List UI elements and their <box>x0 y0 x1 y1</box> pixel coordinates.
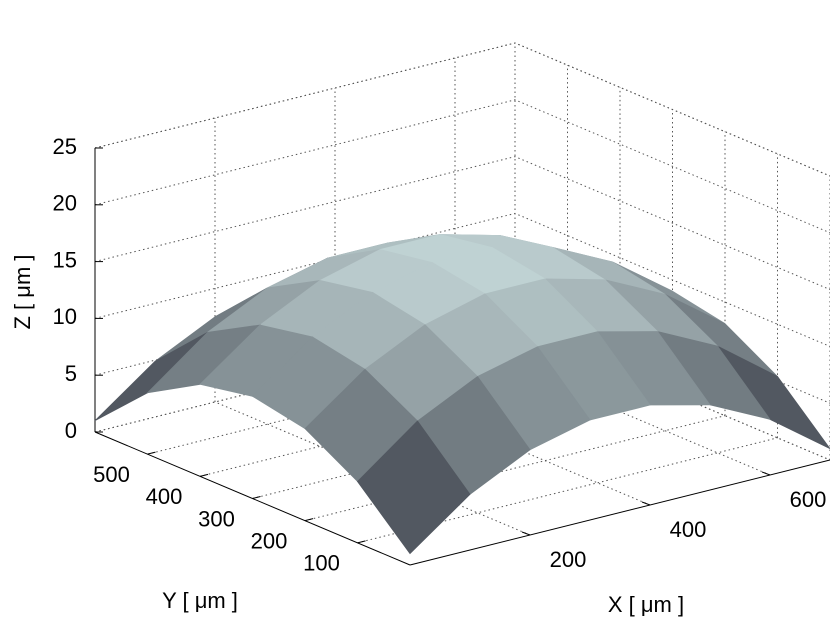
z-axis-label: Z [ μm ] <box>10 254 35 329</box>
z-tick-label: 25 <box>53 134 77 159</box>
grid-line <box>94 99 830 234</box>
x-tick <box>761 471 771 476</box>
y-tick <box>357 540 366 544</box>
z-tick-label: 5 <box>65 361 77 386</box>
x-tick <box>521 531 531 536</box>
grid-line <box>94 156 830 291</box>
y-tick <box>199 473 209 477</box>
x-tick-label: 600 <box>790 487 827 512</box>
z-tick-label: 15 <box>53 247 77 272</box>
y-tick <box>304 518 314 522</box>
x-tick <box>641 501 651 506</box>
y-tick-label: 500 <box>93 462 130 487</box>
x-tick-label: 200 <box>550 547 587 572</box>
surface-patch <box>356 420 471 555</box>
z-tick-label: 20 <box>53 191 77 216</box>
x-tick-label: 400 <box>670 517 707 542</box>
y-tick-label: 200 <box>251 528 288 553</box>
y-axis-label: Y [ μm ] <box>162 588 238 613</box>
x-axis <box>409 459 830 566</box>
y-tick-label: 400 <box>146 484 183 509</box>
grid-line <box>94 212 830 347</box>
grid-line <box>214 401 531 536</box>
grid-line <box>94 42 830 177</box>
y-tick <box>252 496 261 499</box>
z-tick-label: 10 <box>53 304 77 329</box>
box-edge <box>94 42 830 177</box>
z-tick-label: 0 <box>65 418 77 443</box>
y-tick-label: 100 <box>303 551 340 576</box>
y-tick-label: 300 <box>198 506 235 531</box>
x-axis-label: X [ μm ] <box>608 592 684 617</box>
y-tick <box>147 451 156 455</box>
